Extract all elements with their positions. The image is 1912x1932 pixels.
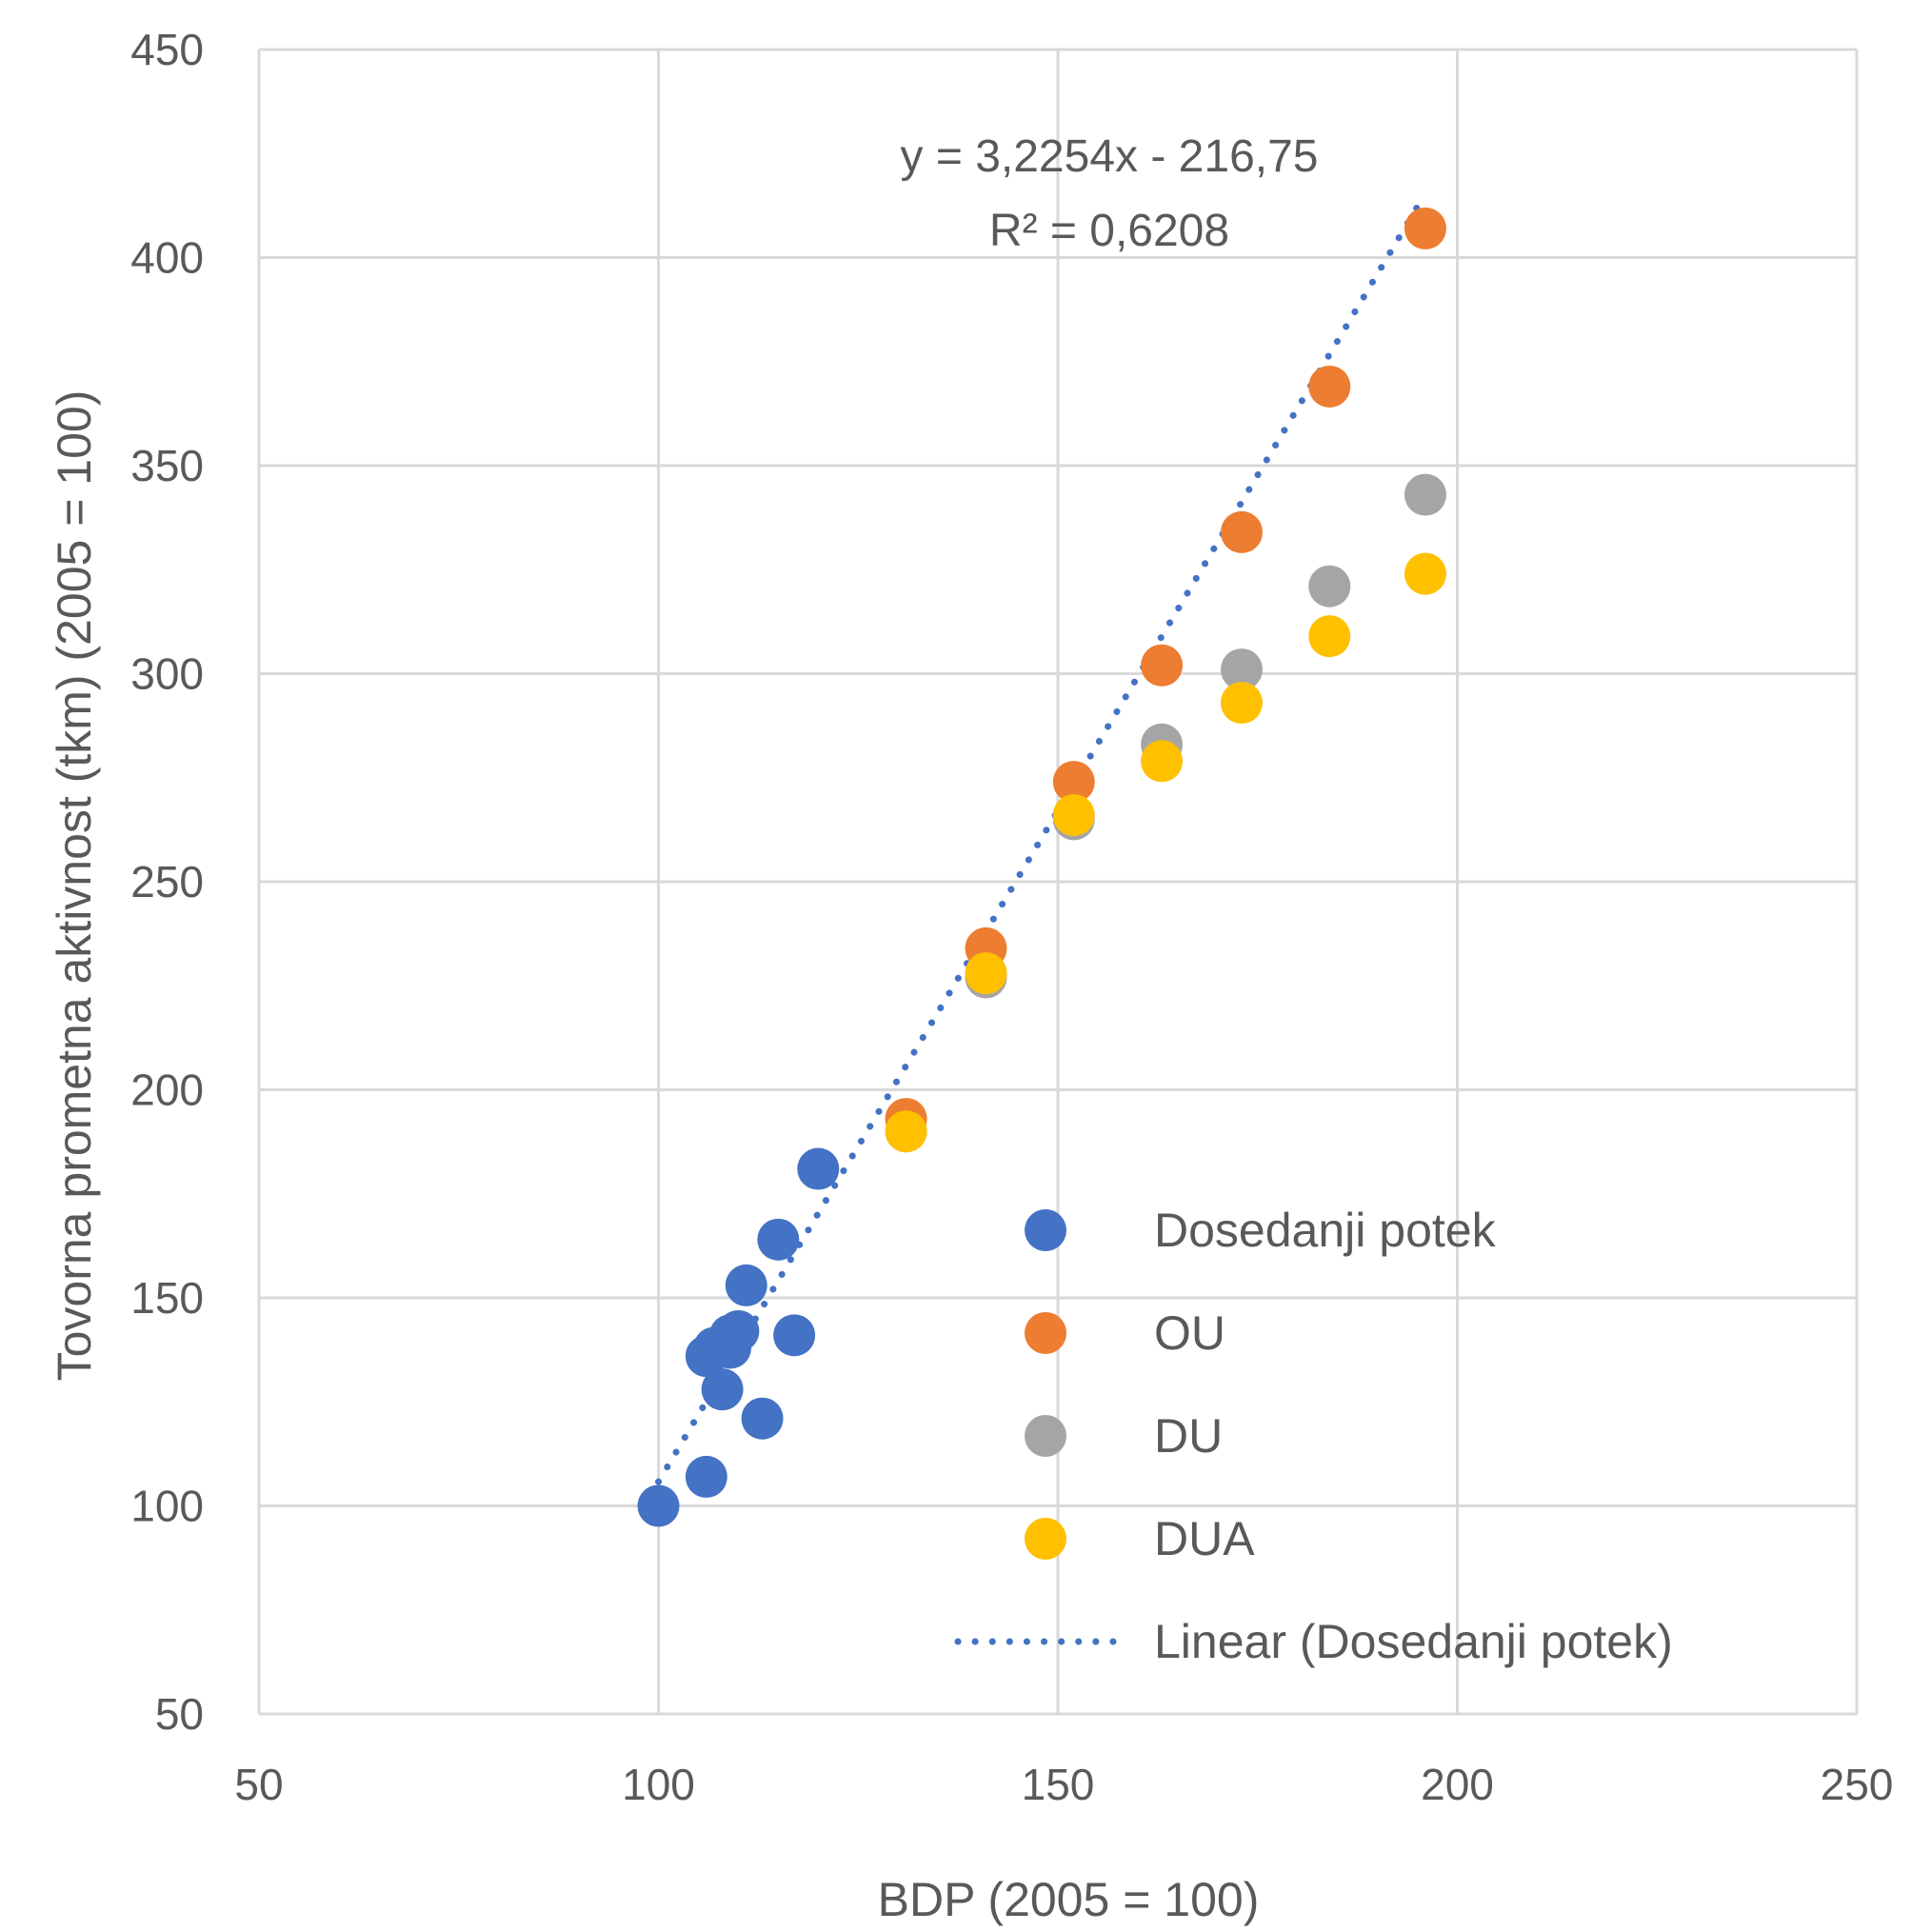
x-tick-label: 200 xyxy=(1421,1760,1494,1809)
data-point xyxy=(725,1264,767,1306)
legend-label: Linear (Dosedanji potek) xyxy=(1154,1615,1673,1668)
x-axis-title: BDP (2005 = 100) xyxy=(878,1873,1260,1926)
data-point xyxy=(1308,615,1351,658)
data-point xyxy=(717,1309,760,1352)
legend: Dosedanji potek OU DU DUA Linear (Dosedanji … xyxy=(954,1204,1673,1668)
data-point xyxy=(1052,794,1095,837)
data-point xyxy=(965,952,1007,995)
data-point xyxy=(773,1314,816,1357)
legend-label: DU xyxy=(1154,1409,1223,1463)
legend-marker xyxy=(1025,1415,1066,1457)
data-point xyxy=(741,1397,784,1440)
x-tick-label: 250 xyxy=(1821,1760,1894,1809)
legend-marker xyxy=(1025,1518,1066,1560)
x-tick-label: 150 xyxy=(1022,1760,1095,1809)
data-point xyxy=(685,1455,727,1498)
legend-label: OU xyxy=(1154,1306,1225,1360)
data-point xyxy=(885,1110,927,1153)
data-point xyxy=(1141,740,1184,783)
y-tick-label: 100 xyxy=(130,1482,204,1531)
data-point xyxy=(757,1218,800,1261)
y-tick-label: 250 xyxy=(130,857,204,906)
data-point xyxy=(1220,510,1263,553)
trendline-equation: y = 3,2254x - 216,75 xyxy=(901,131,1319,182)
x-tick-label: 50 xyxy=(234,1760,283,1809)
data-point xyxy=(637,1484,680,1527)
y-tick-label: 350 xyxy=(130,441,204,490)
data-point xyxy=(701,1368,744,1411)
legend-marker xyxy=(1025,1209,1066,1251)
gridlines xyxy=(257,48,1859,1716)
data-point xyxy=(1308,565,1351,607)
y-tick-label: 450 xyxy=(130,25,204,74)
y-axis-title: Tovorna prometna aktivnost (tkm) (2005 =… xyxy=(48,390,101,1382)
data-point xyxy=(1141,644,1184,687)
data-point xyxy=(1308,365,1351,408)
legend-label: Dosedanji potek xyxy=(1154,1204,1497,1257)
data-point xyxy=(797,1147,840,1190)
trendline-r-squared: R² = 0,6208 xyxy=(989,206,1229,256)
axes: 50 100 150 200 250 300 350 400 450 50 100 150 200 250 xyxy=(130,25,1893,1809)
data-point xyxy=(1220,648,1263,691)
data-point xyxy=(1404,552,1446,595)
y-tick-label: 150 xyxy=(130,1273,204,1323)
y-tick-label: 400 xyxy=(130,233,204,283)
data-point xyxy=(1220,682,1263,725)
y-tick-label: 200 xyxy=(130,1066,204,1115)
legend-label: DUA xyxy=(1154,1512,1255,1565)
data-point xyxy=(1404,207,1446,249)
data-point xyxy=(1404,473,1446,516)
x-tick-label: 100 xyxy=(622,1760,695,1809)
legend-marker xyxy=(1025,1312,1066,1354)
data-point xyxy=(1052,761,1095,804)
data-points xyxy=(637,207,1446,1527)
y-tick-label: 50 xyxy=(155,1689,204,1739)
y-tick-label: 300 xyxy=(130,649,204,699)
